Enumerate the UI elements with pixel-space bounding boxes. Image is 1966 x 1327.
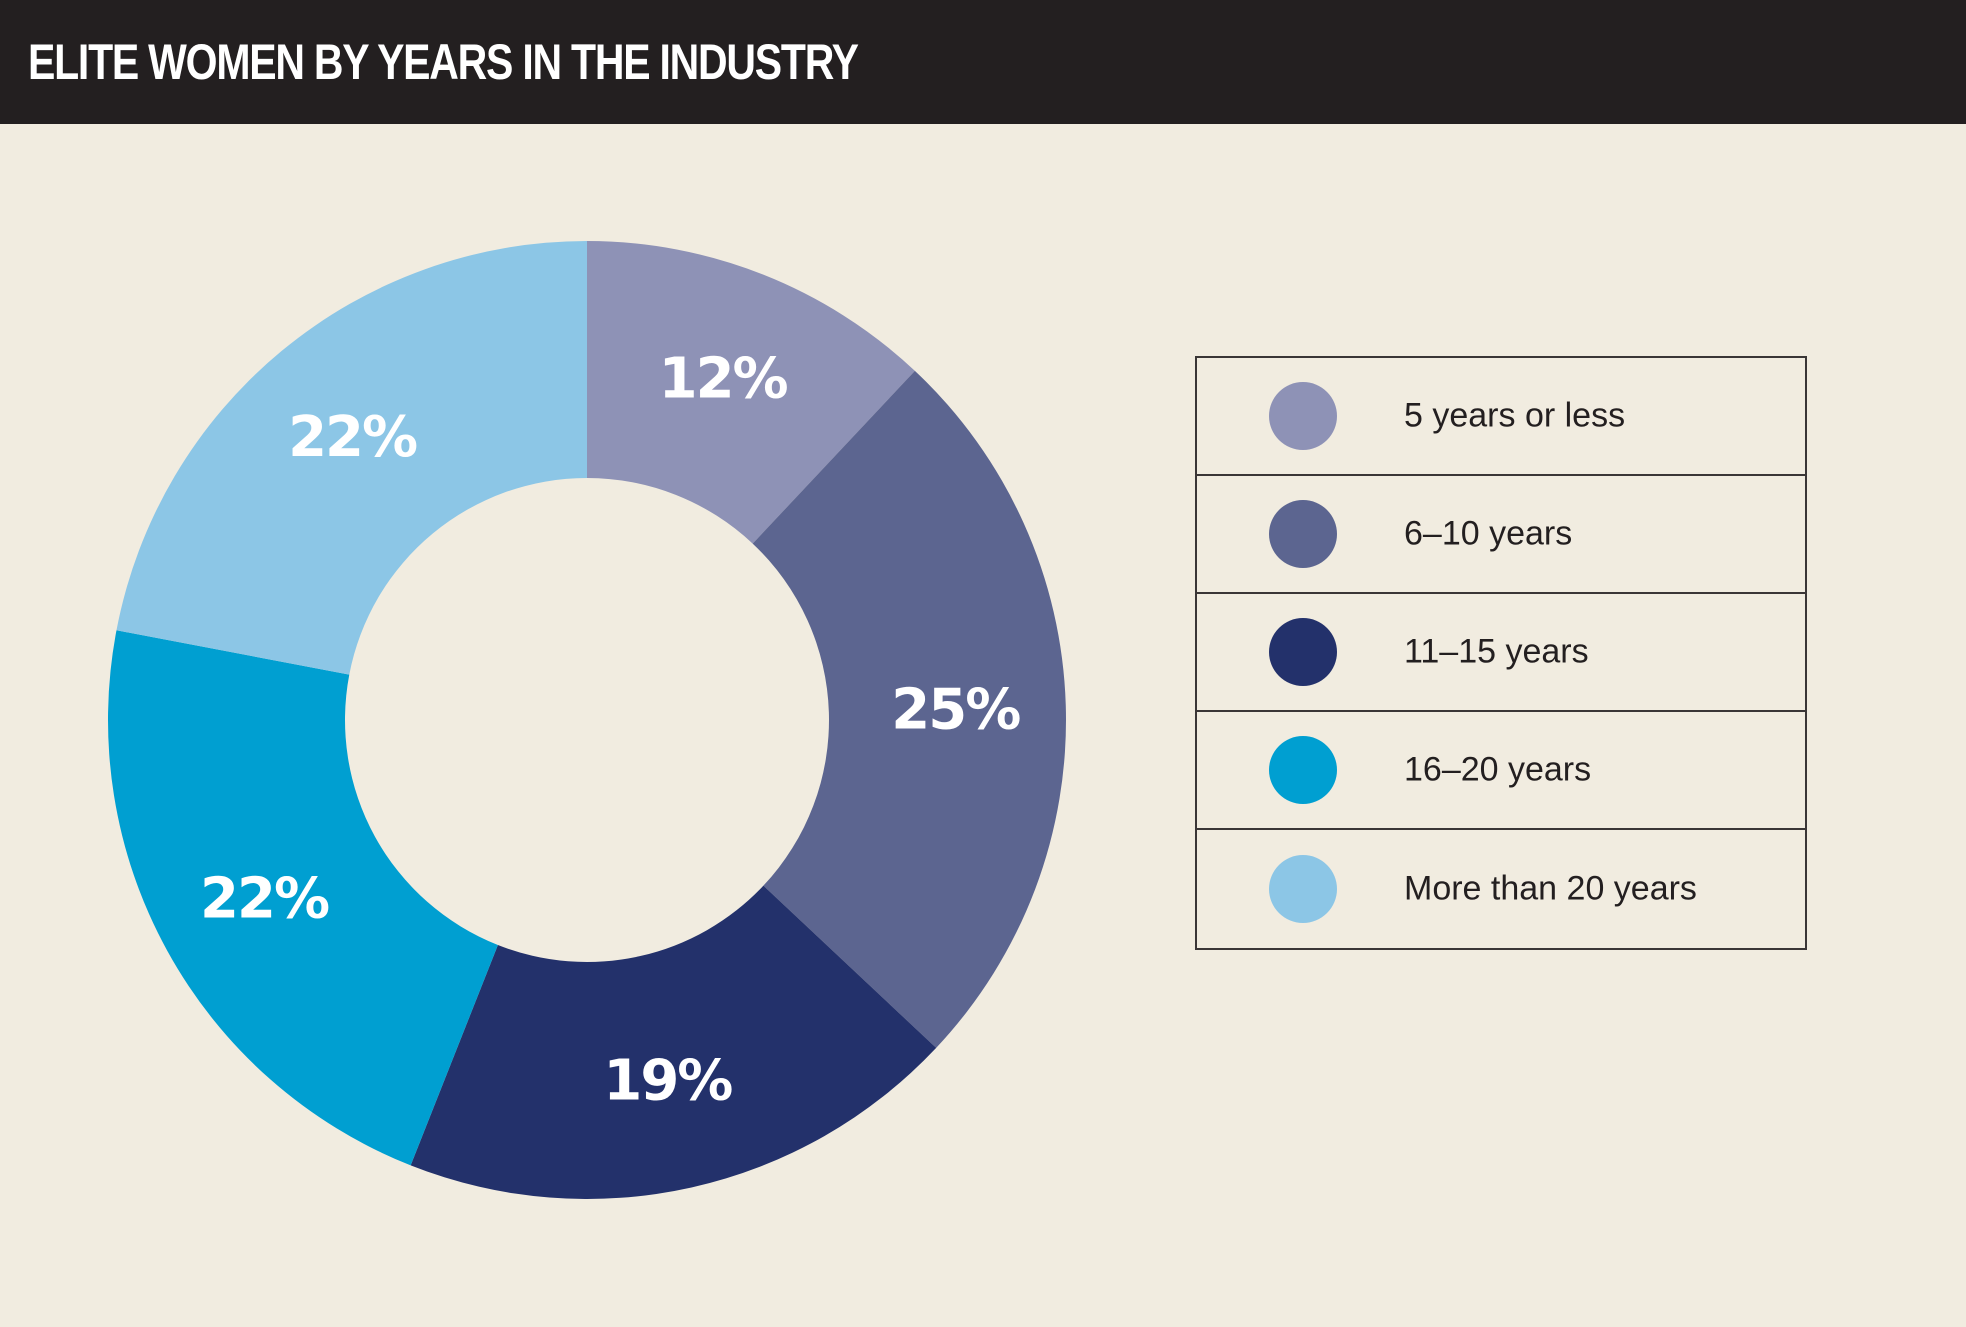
legend-item: More than 20 years [1197, 830, 1805, 948]
donut-slice [752, 370, 1066, 1048]
legend-label: More than 20 years [1404, 869, 1697, 908]
legend-label: 11–15 years [1404, 632, 1589, 671]
legend: 5 years or less 6–10 years 11–15 years 1… [1195, 356, 1807, 950]
slice-label: 22% [288, 405, 417, 470]
donut-slice [107, 630, 498, 1166]
donut-slice [587, 241, 915, 544]
legend-item: 16–20 years [1197, 712, 1805, 830]
legend-item: 6–10 years [1197, 476, 1805, 594]
legend-label: 16–20 years [1404, 750, 1592, 789]
legend-swatch [1269, 618, 1337, 686]
donut-slice [410, 885, 937, 1199]
title-bar: ELITE WOMEN BY YEARS IN THE INDUSTRY [0, 0, 1966, 124]
legend-item: 5 years or less [1197, 358, 1805, 476]
legend-swatch [1269, 382, 1337, 450]
legend-item: 11–15 years [1197, 594, 1805, 712]
donut-slice [116, 241, 587, 675]
slice-label: 22% [200, 867, 329, 932]
legend-label: 6–10 years [1404, 514, 1573, 553]
slice-label: 25% [891, 677, 1020, 742]
chart-title: ELITE WOMEN BY YEARS IN THE INDUSTRY [28, 34, 859, 90]
slice-label: 12% [659, 346, 788, 411]
legend-label: 5 years or less [1404, 396, 1626, 435]
slice-label: 19% [603, 1049, 732, 1114]
legend-swatch [1269, 855, 1337, 923]
legend-swatch [1269, 500, 1337, 568]
legend-swatch [1269, 736, 1337, 804]
